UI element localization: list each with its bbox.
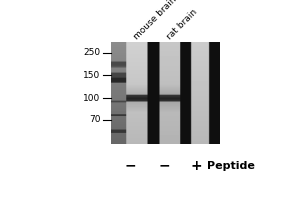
Text: 250: 250 [83, 48, 100, 57]
Text: −: − [125, 159, 136, 173]
Text: +: + [191, 159, 202, 173]
Text: 150: 150 [83, 71, 100, 80]
Text: 70: 70 [89, 115, 100, 124]
Text: Peptide: Peptide [206, 161, 254, 171]
Text: −: − [158, 159, 170, 173]
Text: mouse brain: mouse brain [132, 0, 178, 41]
Text: rat brain: rat brain [165, 7, 199, 41]
Text: 100: 100 [83, 94, 100, 103]
